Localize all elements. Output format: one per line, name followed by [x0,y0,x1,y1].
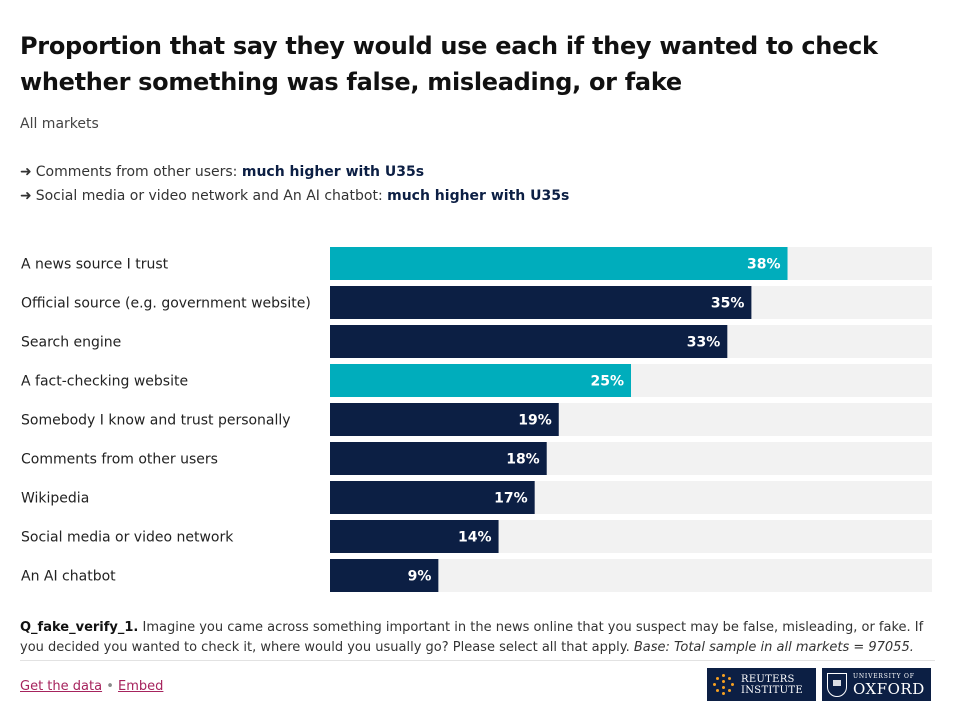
reuters-line1: REUTERS [741,673,795,685]
note-social-ai: ➜ Social media or video network and An AI… [20,186,569,210]
category-label: An AI chatbot [21,569,116,585]
oxford-small-text: UNIVERSITY OF [853,672,915,680]
reuters-wordmark: REUTERS INSTITUTE [741,674,803,696]
question-id: Q_fake_verify_1. [20,620,139,635]
arrow-right-icon: ➜ [20,164,32,180]
category-label: Social media or video network [21,530,234,546]
chart-subtitle: All markets [20,116,99,132]
embed-link[interactable]: Embed [118,679,164,694]
bar[interactable] [330,364,631,397]
get-data-link[interactable]: Get the data [20,679,103,694]
reuters-line2: INSTITUTE [741,684,803,696]
question-text: Imagine you came across something import… [20,620,924,655]
category-label: Somebody I know and trust personally [21,413,291,429]
value-label: 38% [747,257,781,273]
value-label: 19% [518,413,552,429]
category-label: Wikipedia [21,491,89,507]
value-label: 25% [590,374,624,390]
oxford-big-text: OXFORD [853,679,925,698]
note-text: Social media or video network and An AI … [35,188,388,204]
oxford-crest-icon [827,672,847,697]
note-comments: ➜ Comments from other users: much higher … [20,162,569,186]
reuters-institute-logo[interactable]: REUTERS INSTITUTE [707,668,816,701]
reuters-dots-icon [713,673,735,696]
category-label: A news source I trust [21,257,169,273]
value-label: 18% [506,452,540,468]
chart-title: Proportion that say they would use each … [20,32,878,96]
note-emphasis: much higher with U35s [241,164,425,180]
oxford-wordmark: UNIVERSITY OF OXFORD [853,673,925,697]
chart-footnote: Q_fake_verify_1. Imagine you came across… [20,618,935,658]
bar[interactable] [330,403,559,436]
category-label: Search engine [21,335,121,351]
value-label: 17% [494,491,528,507]
value-label: 35% [711,296,745,312]
bar[interactable] [330,286,752,319]
value-label: 9% [408,569,432,585]
category-label: Comments from other users [21,452,218,468]
bar[interactable] [330,442,547,475]
value-label: 33% [687,335,721,351]
bar-chart: A news source I trust 38% Official source … [21,247,932,592]
note-text: Comments from other users: [35,164,242,180]
value-label: 14% [458,530,492,546]
footer-links: Get the data • Embed [20,679,163,694]
category-label: Official source (e.g. government website… [21,296,311,312]
footer-divider [20,660,935,661]
arrow-right-icon: ➜ [20,188,32,204]
bar[interactable] [330,325,728,358]
bar[interactable] [330,481,535,514]
university-of-oxford-logo[interactable]: UNIVERSITY OF OXFORD [822,668,931,701]
base-note: Base: Total sample in all markets = 9705… [633,640,914,655]
bar[interactable] [330,559,439,592]
bar[interactable] [330,247,788,280]
category-label: A fact-checking website [21,374,188,390]
bar[interactable] [330,520,499,553]
notes: ➜ Comments from other users: much higher … [20,162,569,210]
link-separator: • [106,679,114,694]
note-emphasis: much higher with U35s [387,188,570,204]
